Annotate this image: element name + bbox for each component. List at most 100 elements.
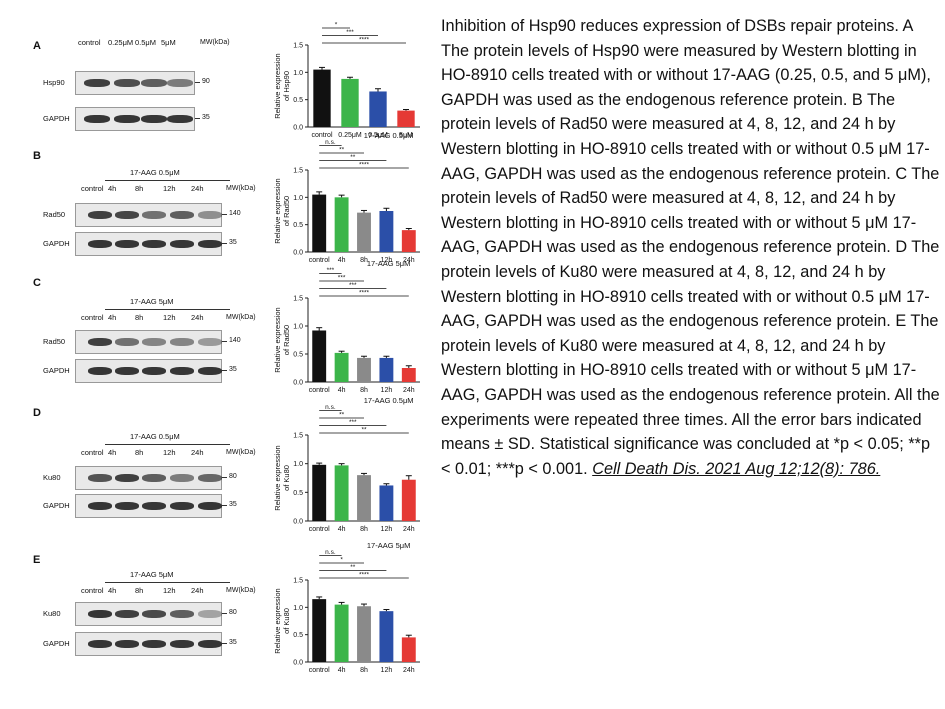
bar bbox=[312, 330, 327, 382]
bar bbox=[334, 352, 349, 382]
blot-band bbox=[114, 501, 140, 511]
blot-strip bbox=[75, 232, 223, 256]
significance-label: *** bbox=[349, 282, 357, 289]
mw-marker: 80 bbox=[229, 473, 237, 480]
blot-strip bbox=[75, 494, 223, 518]
lane-label: 0.25μM bbox=[108, 38, 134, 47]
blot-band bbox=[197, 337, 223, 347]
blot-row-label: Hsp90 bbox=[43, 78, 65, 87]
mw-unit-label: MW(kDa) bbox=[226, 587, 256, 594]
y-axis-label: Relative expressionof Ku80 bbox=[273, 588, 291, 653]
x-tick-label: control bbox=[309, 387, 330, 394]
x-tick-label: control bbox=[309, 257, 330, 264]
panel-e: E 17-AAG 5μM control 4h 8h 12h 24h MW(kDa) Ku80 8… bbox=[0, 554, 430, 689]
blot-band bbox=[87, 473, 113, 483]
blot-strip bbox=[75, 359, 223, 383]
lane-label: control bbox=[81, 586, 104, 595]
blot-strip bbox=[75, 330, 223, 354]
lane-label: control bbox=[81, 184, 104, 193]
chart-title: 17-AAG 5μM bbox=[367, 541, 411, 550]
y-tick-label: 1.5 bbox=[293, 578, 303, 585]
mw-tick bbox=[222, 370, 227, 371]
significance-label: **** bbox=[359, 37, 370, 44]
blot-band bbox=[114, 210, 140, 220]
chart-title: 17-AAG 0.5μM bbox=[364, 131, 414, 140]
mw-marker: 35 bbox=[229, 639, 237, 646]
bar bbox=[401, 479, 416, 521]
mw-marker: 35 bbox=[229, 501, 237, 508]
blot-band bbox=[114, 609, 140, 619]
bar bbox=[379, 611, 394, 662]
lane-label: 4h bbox=[108, 586, 117, 595]
significance-label: ** bbox=[339, 147, 345, 154]
x-tick-label: 24h bbox=[403, 387, 415, 394]
panel-label: E bbox=[33, 554, 41, 566]
significance-label: ** bbox=[339, 412, 345, 419]
lane-label: control bbox=[78, 38, 101, 47]
y-axis-label: Relative expressionof Hsp90 bbox=[273, 53, 291, 118]
blot-row-label: GAPDH bbox=[43, 114, 70, 123]
bar bbox=[312, 599, 327, 662]
mw-unit-label: MW(kDa) bbox=[226, 449, 256, 456]
blot-band bbox=[169, 473, 195, 483]
blot-band bbox=[141, 366, 167, 376]
x-tick-label: 0.25μM bbox=[338, 132, 362, 139]
y-axis-label: Relative expressionof Ku80 bbox=[273, 445, 291, 510]
blot-band bbox=[114, 239, 140, 249]
mw-unit-label: MW(kDa) bbox=[226, 185, 256, 192]
blot-band bbox=[169, 239, 195, 249]
blot-strip bbox=[75, 466, 223, 490]
blot-band bbox=[197, 366, 223, 376]
treatment-line bbox=[105, 444, 230, 445]
lane-label: 4h bbox=[108, 448, 117, 457]
significance-label: * bbox=[335, 22, 338, 29]
significance-label: n.s. bbox=[325, 404, 336, 411]
y-tick-label: 1.0 bbox=[293, 324, 303, 331]
significance-label: ** bbox=[350, 564, 356, 571]
treatment-label: 17-AAG 5μM bbox=[130, 297, 174, 306]
panel-label: B bbox=[33, 150, 41, 162]
bar bbox=[379, 211, 394, 252]
blot-band bbox=[141, 609, 167, 619]
mw-unit-label: MW(kDa) bbox=[226, 314, 256, 321]
y-tick-label: 1.0 bbox=[293, 461, 303, 468]
lane-label: 12h bbox=[163, 313, 176, 322]
lane-label: 4h bbox=[108, 184, 117, 193]
y-tick-label: 1.5 bbox=[293, 433, 303, 440]
bar bbox=[379, 485, 394, 521]
bar bbox=[334, 197, 349, 252]
treatment-line bbox=[105, 582, 230, 583]
bar bbox=[312, 464, 327, 521]
significance-label: *** bbox=[327, 267, 335, 274]
y-tick-label: 1.5 bbox=[293, 168, 303, 175]
blot-band bbox=[114, 78, 140, 88]
blot-band bbox=[197, 639, 223, 649]
citation-link[interactable]: Cell Death Dis. 2021 Aug 12;12(8): 786. bbox=[592, 459, 881, 478]
bar bbox=[334, 604, 349, 662]
lane-label: 12h bbox=[163, 184, 176, 193]
blot-band bbox=[114, 639, 140, 649]
blot-strip bbox=[75, 203, 223, 227]
lane-label: 24h bbox=[191, 313, 204, 322]
x-tick-label: 24h bbox=[403, 667, 415, 674]
panel-label: D bbox=[33, 407, 41, 419]
blot-band bbox=[87, 210, 113, 220]
x-tick-label: 12h bbox=[381, 257, 393, 264]
lane-label: 24h bbox=[191, 448, 204, 457]
significance-label: *** bbox=[349, 419, 357, 426]
x-tick-label: 4h bbox=[338, 387, 346, 394]
blot-row-label: GAPDH bbox=[43, 239, 70, 248]
bar bbox=[357, 357, 371, 382]
blot-band bbox=[87, 639, 113, 649]
blot-row-label: Ku80 bbox=[43, 609, 61, 618]
treatment-label: 17-AAG 5μM bbox=[130, 570, 174, 579]
y-tick-label: 1.0 bbox=[293, 605, 303, 612]
blot-row-label: GAPDH bbox=[43, 501, 70, 510]
lane-label: 8h bbox=[135, 184, 144, 193]
blot-band bbox=[197, 210, 223, 220]
lane-label: 24h bbox=[191, 586, 204, 595]
x-tick-label: 8h bbox=[360, 387, 368, 394]
lane-label: 8h bbox=[135, 448, 144, 457]
